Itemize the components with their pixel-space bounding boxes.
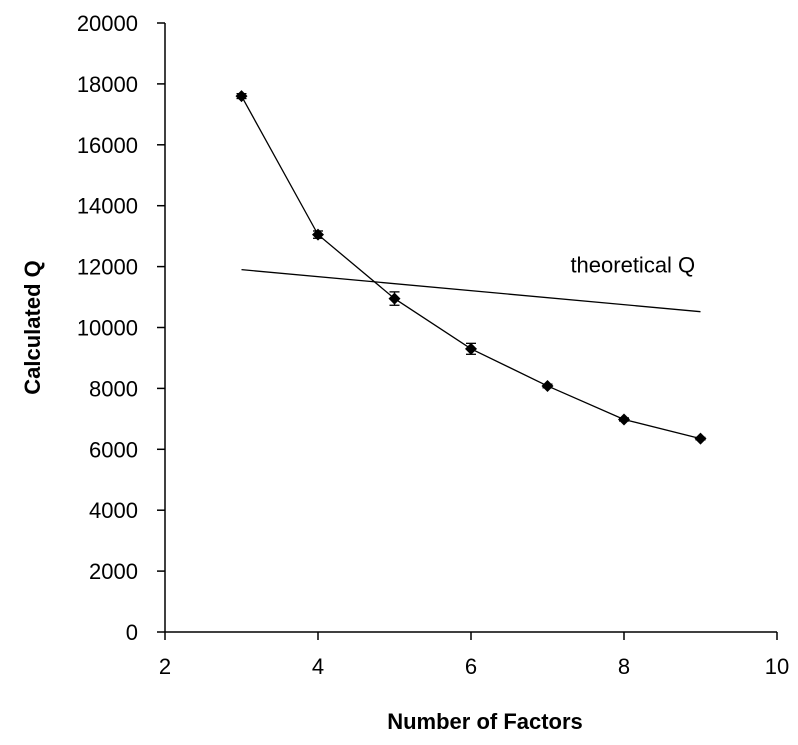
x-tick-label: 4 [312,654,324,679]
x-axis-title: Number of Factors [387,709,583,734]
y-tick-label: 14000 [77,194,138,219]
data-point [235,90,248,103]
y-axis-title: Calculated Q [20,260,45,394]
y-tick-label: 0 [126,620,138,645]
data-point [694,432,707,445]
annotation-label: theoretical Q [570,253,695,278]
data-point [388,292,401,305]
data-point [312,228,324,241]
y-tick-label: 10000 [77,316,138,341]
x-tick-label: 6 [465,654,477,679]
x-tick-label: 10 [765,654,789,679]
data-point [465,342,477,355]
series-1 [241,268,701,313]
y-tick-label: 20000 [77,11,138,36]
y-tick-label: 2000 [89,559,138,584]
series-layer [235,90,707,445]
axes [157,22,778,640]
y-tick-label: 16000 [77,133,138,158]
data-point [618,413,630,426]
labels-layer: 0 2000 4000 6000 8000 10000 12000 14000 16000 180… [20,11,789,734]
y-tick-label: 4000 [89,498,138,523]
x-tick-label: 2 [159,654,171,679]
series-line [241,268,701,313]
y-tick-label: 6000 [89,437,138,462]
x-tick-label: 8 [618,654,630,679]
y-tick-label: 12000 [77,255,138,280]
series-0 [235,90,707,445]
y-tick-label: 8000 [89,376,138,401]
data-point [541,379,554,392]
y-tick-label: 18000 [77,72,138,97]
